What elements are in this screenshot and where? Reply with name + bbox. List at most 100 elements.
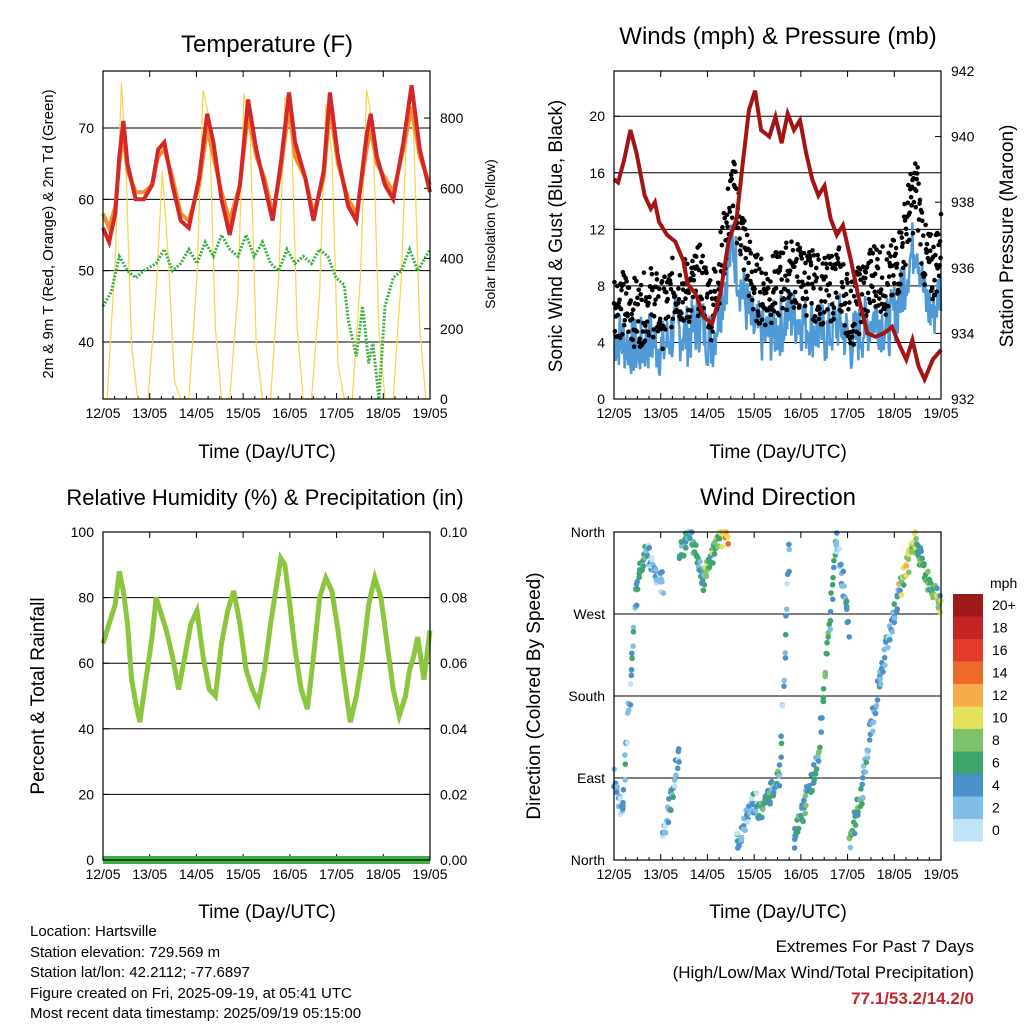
wind-direction-point xyxy=(786,568,792,575)
wind-direction-point xyxy=(820,694,827,701)
station-elevation: Station elevation: 729.569 m xyxy=(30,943,221,961)
wind-direction-point xyxy=(614,783,620,790)
wind-direction-point xyxy=(752,807,759,814)
gust-point xyxy=(768,312,774,318)
gust-point xyxy=(712,289,718,294)
winds-xtick-label: 19/05 xyxy=(923,405,958,421)
gust-point xyxy=(903,262,908,268)
wind-direction-point xyxy=(640,563,647,570)
wind-direction-point xyxy=(819,715,825,721)
gust-point xyxy=(622,317,628,323)
gust-point xyxy=(877,249,883,255)
gust-point xyxy=(857,267,863,272)
gust-point xyxy=(930,296,935,302)
gust-point xyxy=(619,287,624,293)
gust-point xyxy=(863,270,869,275)
gust-point xyxy=(676,286,681,291)
wind-direction-point xyxy=(782,655,789,661)
gust-point xyxy=(861,280,867,286)
winds-ytick-right-label: 932 xyxy=(951,391,975,407)
wind-direction-point xyxy=(659,569,665,575)
gust-point xyxy=(668,286,674,292)
gust-point xyxy=(683,296,688,301)
gust-point xyxy=(827,281,833,286)
wind-direction-ytick-label: South xyxy=(568,688,605,704)
gust-point xyxy=(763,271,769,277)
wind-direction-point xyxy=(919,555,925,562)
wind-direction-point xyxy=(703,573,710,580)
gust-point xyxy=(630,307,636,312)
gust-point xyxy=(879,275,885,280)
wind-direction-point xyxy=(660,590,667,596)
wind-direction-point xyxy=(852,822,859,828)
wind-direction-point xyxy=(843,598,850,605)
wind-direction-point xyxy=(802,793,809,799)
gust-point xyxy=(774,250,779,255)
gust-point xyxy=(728,172,734,178)
gust-point xyxy=(634,278,639,284)
gust-point xyxy=(753,268,758,274)
gust-point xyxy=(746,293,752,299)
wind-direction-point xyxy=(778,740,785,747)
humidity-ytick-label: 100 xyxy=(71,524,95,540)
wind-direction-point xyxy=(699,577,706,584)
wind-direction-point xyxy=(829,581,836,588)
wind-direction-point xyxy=(627,702,634,708)
wind-direction-point xyxy=(858,786,864,792)
wind-direction-point xyxy=(776,773,782,779)
gust-point xyxy=(767,297,772,302)
gust-point xyxy=(636,287,642,293)
wind-direction-point xyxy=(801,797,807,804)
wind-direction-point xyxy=(624,739,631,746)
colorbar-swatch xyxy=(953,594,983,617)
gust-point xyxy=(796,279,801,285)
winds-xtick-label: 13/05 xyxy=(643,405,678,421)
gust-point xyxy=(885,282,891,288)
gust-point xyxy=(830,311,836,316)
gust-point xyxy=(709,296,715,301)
gust-point xyxy=(776,313,782,318)
wind-direction-point xyxy=(833,530,840,536)
winds-plot-border xyxy=(613,70,942,400)
gust-point xyxy=(899,235,905,240)
temperature-xlabel: Time (Day/UTC) xyxy=(198,442,336,463)
wind-direction-point xyxy=(820,686,827,692)
gust-point xyxy=(787,268,793,274)
wind-direction-point xyxy=(636,574,642,581)
wind-direction-point xyxy=(776,762,783,768)
humidity-ytick-right-label: 0.06 xyxy=(440,655,467,671)
wind-direction-point xyxy=(782,650,788,656)
wind-direction-point xyxy=(781,683,787,689)
temperature-xtick-label: 16/05 xyxy=(272,405,307,421)
wind-direction-point xyxy=(676,759,682,765)
gust-point xyxy=(929,285,935,290)
gust-point xyxy=(806,275,812,280)
wind-direction-point xyxy=(710,560,716,566)
wind-direction-point xyxy=(877,681,884,687)
gust-point xyxy=(842,300,848,306)
gust-point xyxy=(922,282,927,287)
temperature-ylabel-right: Solar Insolation (Yellow) xyxy=(482,159,498,309)
colorbar-label: 14 xyxy=(992,665,1008,681)
gust-point xyxy=(784,307,790,313)
winds-ylabel: Sonic Wind & Gust (Blue, Black) xyxy=(546,100,567,372)
gust-point xyxy=(768,279,773,284)
wind-direction-point xyxy=(791,845,798,851)
gust-point xyxy=(729,176,735,182)
wind-direction-point xyxy=(781,677,788,684)
wind-direction-point xyxy=(859,775,866,781)
gust-point xyxy=(629,316,635,322)
gust-point xyxy=(927,248,933,253)
wind-direction-point xyxy=(759,814,765,821)
wind-direction-ytick-label: East xyxy=(577,770,605,786)
wind-direction-point xyxy=(815,758,822,764)
humidity-xtick-label: 18/05 xyxy=(366,866,401,882)
wind-direction-point xyxy=(891,619,898,626)
humidity-ytick-label: 20 xyxy=(78,786,94,802)
gust-point xyxy=(742,218,747,224)
gust-point xyxy=(809,281,815,287)
wind-direction-point xyxy=(671,783,678,789)
gust-point xyxy=(809,301,814,306)
gust-point xyxy=(850,329,856,334)
gust-point xyxy=(816,257,821,262)
